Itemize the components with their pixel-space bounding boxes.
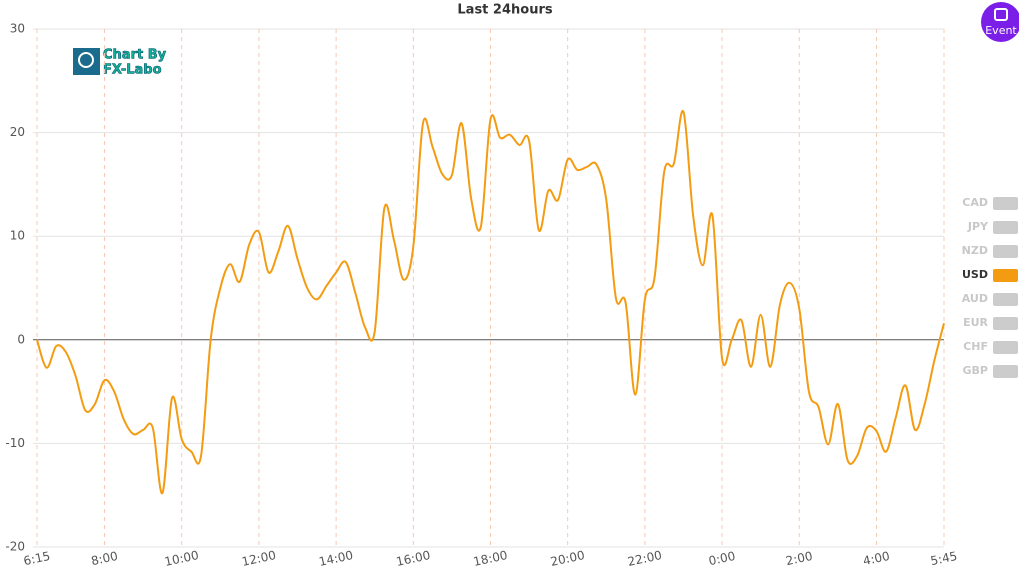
x-tick-label: 20:00 xyxy=(549,548,586,569)
legend-swatch xyxy=(993,341,1018,354)
legend-label: USD xyxy=(962,268,988,281)
x-tick-label: 0:00 xyxy=(707,549,736,568)
legend-swatch xyxy=(993,197,1018,210)
y-tick-label: 0 xyxy=(17,332,25,346)
event-button-bg[interactable] xyxy=(981,2,1019,42)
event-button-label[interactable]: Event xyxy=(985,24,1017,37)
legend-swatch xyxy=(993,293,1018,306)
y-tick-label: 20 xyxy=(10,125,25,139)
x-tick-label: 8:00 xyxy=(90,549,119,568)
y-tick-label: -10 xyxy=(5,436,25,450)
event-button[interactable]: Event xyxy=(981,2,1019,42)
x-tick-label: 10:00 xyxy=(163,548,200,569)
legend-swatch xyxy=(993,221,1018,234)
legend-swatch xyxy=(993,269,1018,282)
logo-icon xyxy=(78,52,94,68)
legend-swatch xyxy=(993,365,1018,378)
logo-text: Chart By xyxy=(103,48,167,63)
logo-text: FX-Labo xyxy=(103,63,162,78)
y-tick-label: 30 xyxy=(10,22,25,36)
x-tick-label: 4:00 xyxy=(862,549,891,568)
x-tick-label: 18:00 xyxy=(472,548,509,569)
x-tick-label: 5:45 xyxy=(929,549,958,568)
x-tick-label: 12:00 xyxy=(240,548,277,569)
x-tick-label: 14:00 xyxy=(318,548,355,569)
legend-label: NZD xyxy=(962,244,988,257)
x-tick-label: 2:00 xyxy=(785,549,814,568)
legend-label: CAD xyxy=(962,196,988,209)
legend-label: JPY xyxy=(967,220,989,233)
x-tick-label: 16:00 xyxy=(395,548,432,569)
legend-label: EUR xyxy=(963,316,988,329)
legend-label: AUD xyxy=(962,292,988,305)
legend-swatch xyxy=(993,245,1018,258)
calendar-icon xyxy=(994,8,1008,21)
line-series xyxy=(36,110,945,495)
x-tick-label: 6:15 xyxy=(22,549,51,568)
legend-label: GBP xyxy=(963,364,988,377)
y-tick-label: -20 xyxy=(5,540,25,554)
legend-label: CHF xyxy=(963,340,988,353)
x-tick-label: 22:00 xyxy=(626,548,663,569)
logo: Chart By FX-Labo xyxy=(73,47,167,78)
y-tick-label: 10 xyxy=(10,229,25,243)
legend-swatch xyxy=(993,317,1018,330)
chart-title: Last 24hours xyxy=(457,3,552,18)
